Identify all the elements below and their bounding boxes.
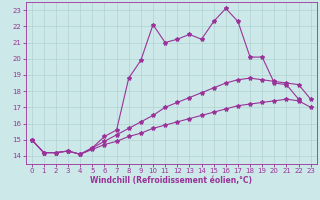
X-axis label: Windchill (Refroidissement éolien,°C): Windchill (Refroidissement éolien,°C) <box>90 176 252 185</box>
